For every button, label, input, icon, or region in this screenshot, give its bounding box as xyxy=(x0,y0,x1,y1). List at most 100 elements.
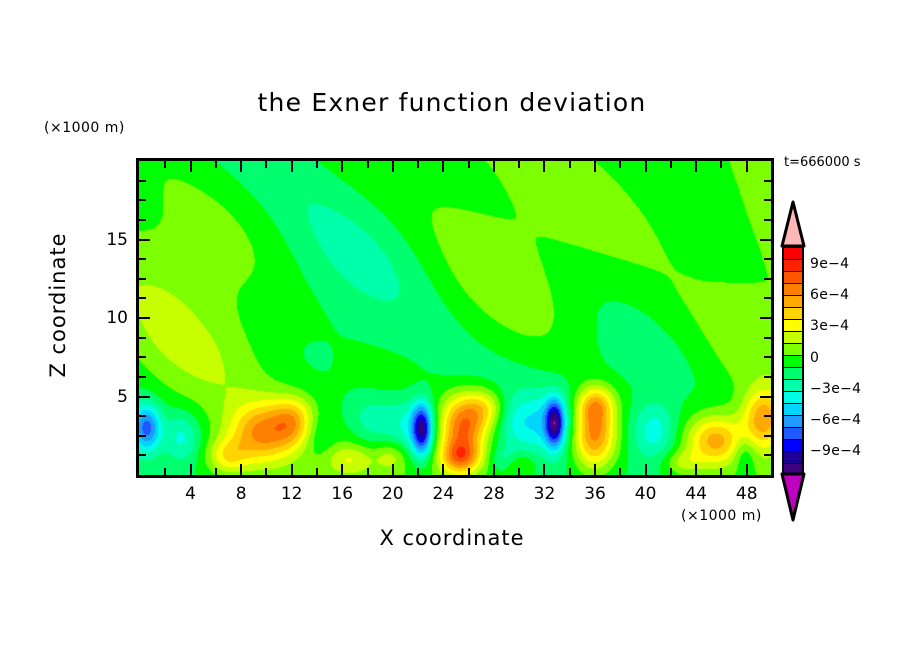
axis-tick xyxy=(214,161,217,168)
axis-tick xyxy=(139,297,146,300)
colorbar-band xyxy=(784,440,802,452)
axis-tick xyxy=(644,161,647,172)
colorbar-band xyxy=(784,308,802,320)
axis-tick xyxy=(764,179,771,182)
axis-tick xyxy=(745,161,748,172)
axis-tick xyxy=(518,468,521,475)
axis-tick xyxy=(644,464,647,475)
axis-tick xyxy=(764,218,771,221)
x-tick-label: 12 xyxy=(280,484,303,504)
colorbar-tick-label: 3e−4 xyxy=(810,318,850,335)
axis-tick xyxy=(139,415,146,418)
x-tick-label: 20 xyxy=(381,484,404,504)
axis-tick xyxy=(764,375,771,378)
colorbar-tick-label: −6e−4 xyxy=(810,412,862,428)
colorbar[interactable]: 9e−4 6e−4 3e−4 0 −3e−4 −6e−4 −9e−4 xyxy=(778,200,861,522)
axis-tick xyxy=(164,161,167,168)
axis-tick xyxy=(240,161,243,172)
axis-tick xyxy=(139,179,146,182)
axis-tick xyxy=(290,464,293,475)
axis-tick xyxy=(341,161,344,172)
colorbar-band xyxy=(784,416,802,428)
x-tick-label: 48 xyxy=(735,484,758,504)
axis-tick xyxy=(391,464,394,475)
axis-tick xyxy=(139,375,146,378)
colorbar-band xyxy=(784,356,802,368)
colorbar-band xyxy=(784,248,802,260)
x-tick-label: 28 xyxy=(483,484,505,504)
x-tick-label: 4 xyxy=(185,484,196,504)
axis-tick xyxy=(366,161,369,168)
axis-tick xyxy=(543,161,546,172)
axis-tick xyxy=(315,161,318,168)
x-axis-unit-label: (×1000 m) xyxy=(681,508,762,524)
axis-tick xyxy=(543,464,546,475)
axis-tick xyxy=(764,258,771,261)
x-tick-label: 44 xyxy=(685,484,707,504)
colorbar-band xyxy=(784,380,802,392)
colorbar-band xyxy=(784,428,802,440)
axis-tick xyxy=(240,464,243,475)
axis-tick xyxy=(720,468,723,475)
axis-tick xyxy=(189,161,192,172)
colorbar-tick-label: 6e−4 xyxy=(810,287,850,304)
axis-tick xyxy=(214,468,217,475)
colorbar-band xyxy=(784,392,802,404)
colorbar-tick-label: −3e−4 xyxy=(810,380,862,397)
y-tick-label: 10 xyxy=(106,308,128,328)
y-tick-label: 5 xyxy=(117,386,128,407)
axis-tick xyxy=(568,468,571,475)
colorbar-tick-label: −9e−4 xyxy=(810,443,862,460)
axis-tick xyxy=(720,161,723,168)
colorbar-band xyxy=(784,260,802,272)
axis-tick xyxy=(492,161,495,172)
page-title: the Exner function deviation xyxy=(257,88,647,117)
plot-area[interactable] xyxy=(136,158,774,478)
axis-tick xyxy=(568,161,571,168)
y-tick-label: 15 xyxy=(106,229,128,250)
x-tick-label: 24 xyxy=(432,484,455,504)
colorbar-band xyxy=(784,320,802,332)
axis-tick xyxy=(669,161,672,168)
axis-tick xyxy=(594,464,597,475)
axis-tick xyxy=(265,468,268,475)
colorbar-band xyxy=(784,284,802,296)
axis-tick xyxy=(764,277,771,280)
axis-tick xyxy=(619,468,622,475)
colorbar-band xyxy=(784,296,802,308)
axis-tick xyxy=(467,468,470,475)
contour-field xyxy=(139,161,771,475)
axis-tick xyxy=(518,161,521,168)
colorbar-over-arrow-icon xyxy=(780,200,806,248)
axis-tick xyxy=(139,277,146,280)
colorbar-band xyxy=(784,332,802,344)
axis-tick xyxy=(366,468,369,475)
axis-tick xyxy=(442,161,445,172)
axis-tick xyxy=(764,336,771,339)
colorbar-bands[interactable] xyxy=(782,246,804,476)
axis-tick xyxy=(139,238,150,241)
axis-tick xyxy=(417,468,420,475)
axis-tick xyxy=(760,238,771,241)
y-axis-unit-label: (×1000 m) xyxy=(44,120,125,136)
axis-tick xyxy=(669,468,672,475)
axis-tick xyxy=(189,464,192,475)
axis-tick xyxy=(341,464,344,475)
axis-tick xyxy=(164,468,167,475)
axis-tick xyxy=(619,161,622,168)
axis-tick xyxy=(315,468,318,475)
colorbar-band xyxy=(784,452,802,464)
time-stamp: t=666000 s xyxy=(784,155,861,170)
axis-tick xyxy=(139,199,146,202)
axis-tick xyxy=(265,161,268,168)
colorbar-tick-label: 9e−4 xyxy=(810,256,850,272)
axis-tick xyxy=(139,356,146,359)
x-tick-label: 32 xyxy=(533,484,556,504)
x-axis-title: X coordinate xyxy=(379,526,525,550)
axis-tick xyxy=(391,161,394,172)
axis-tick xyxy=(764,454,771,457)
axis-tick xyxy=(139,218,146,221)
colorbar-band xyxy=(784,272,802,284)
colorbar-band xyxy=(784,344,802,356)
